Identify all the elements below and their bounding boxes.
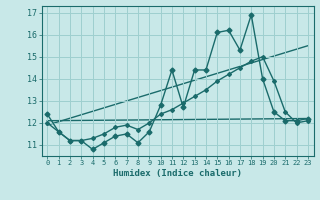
X-axis label: Humidex (Indice chaleur): Humidex (Indice chaleur) — [113, 169, 242, 178]
